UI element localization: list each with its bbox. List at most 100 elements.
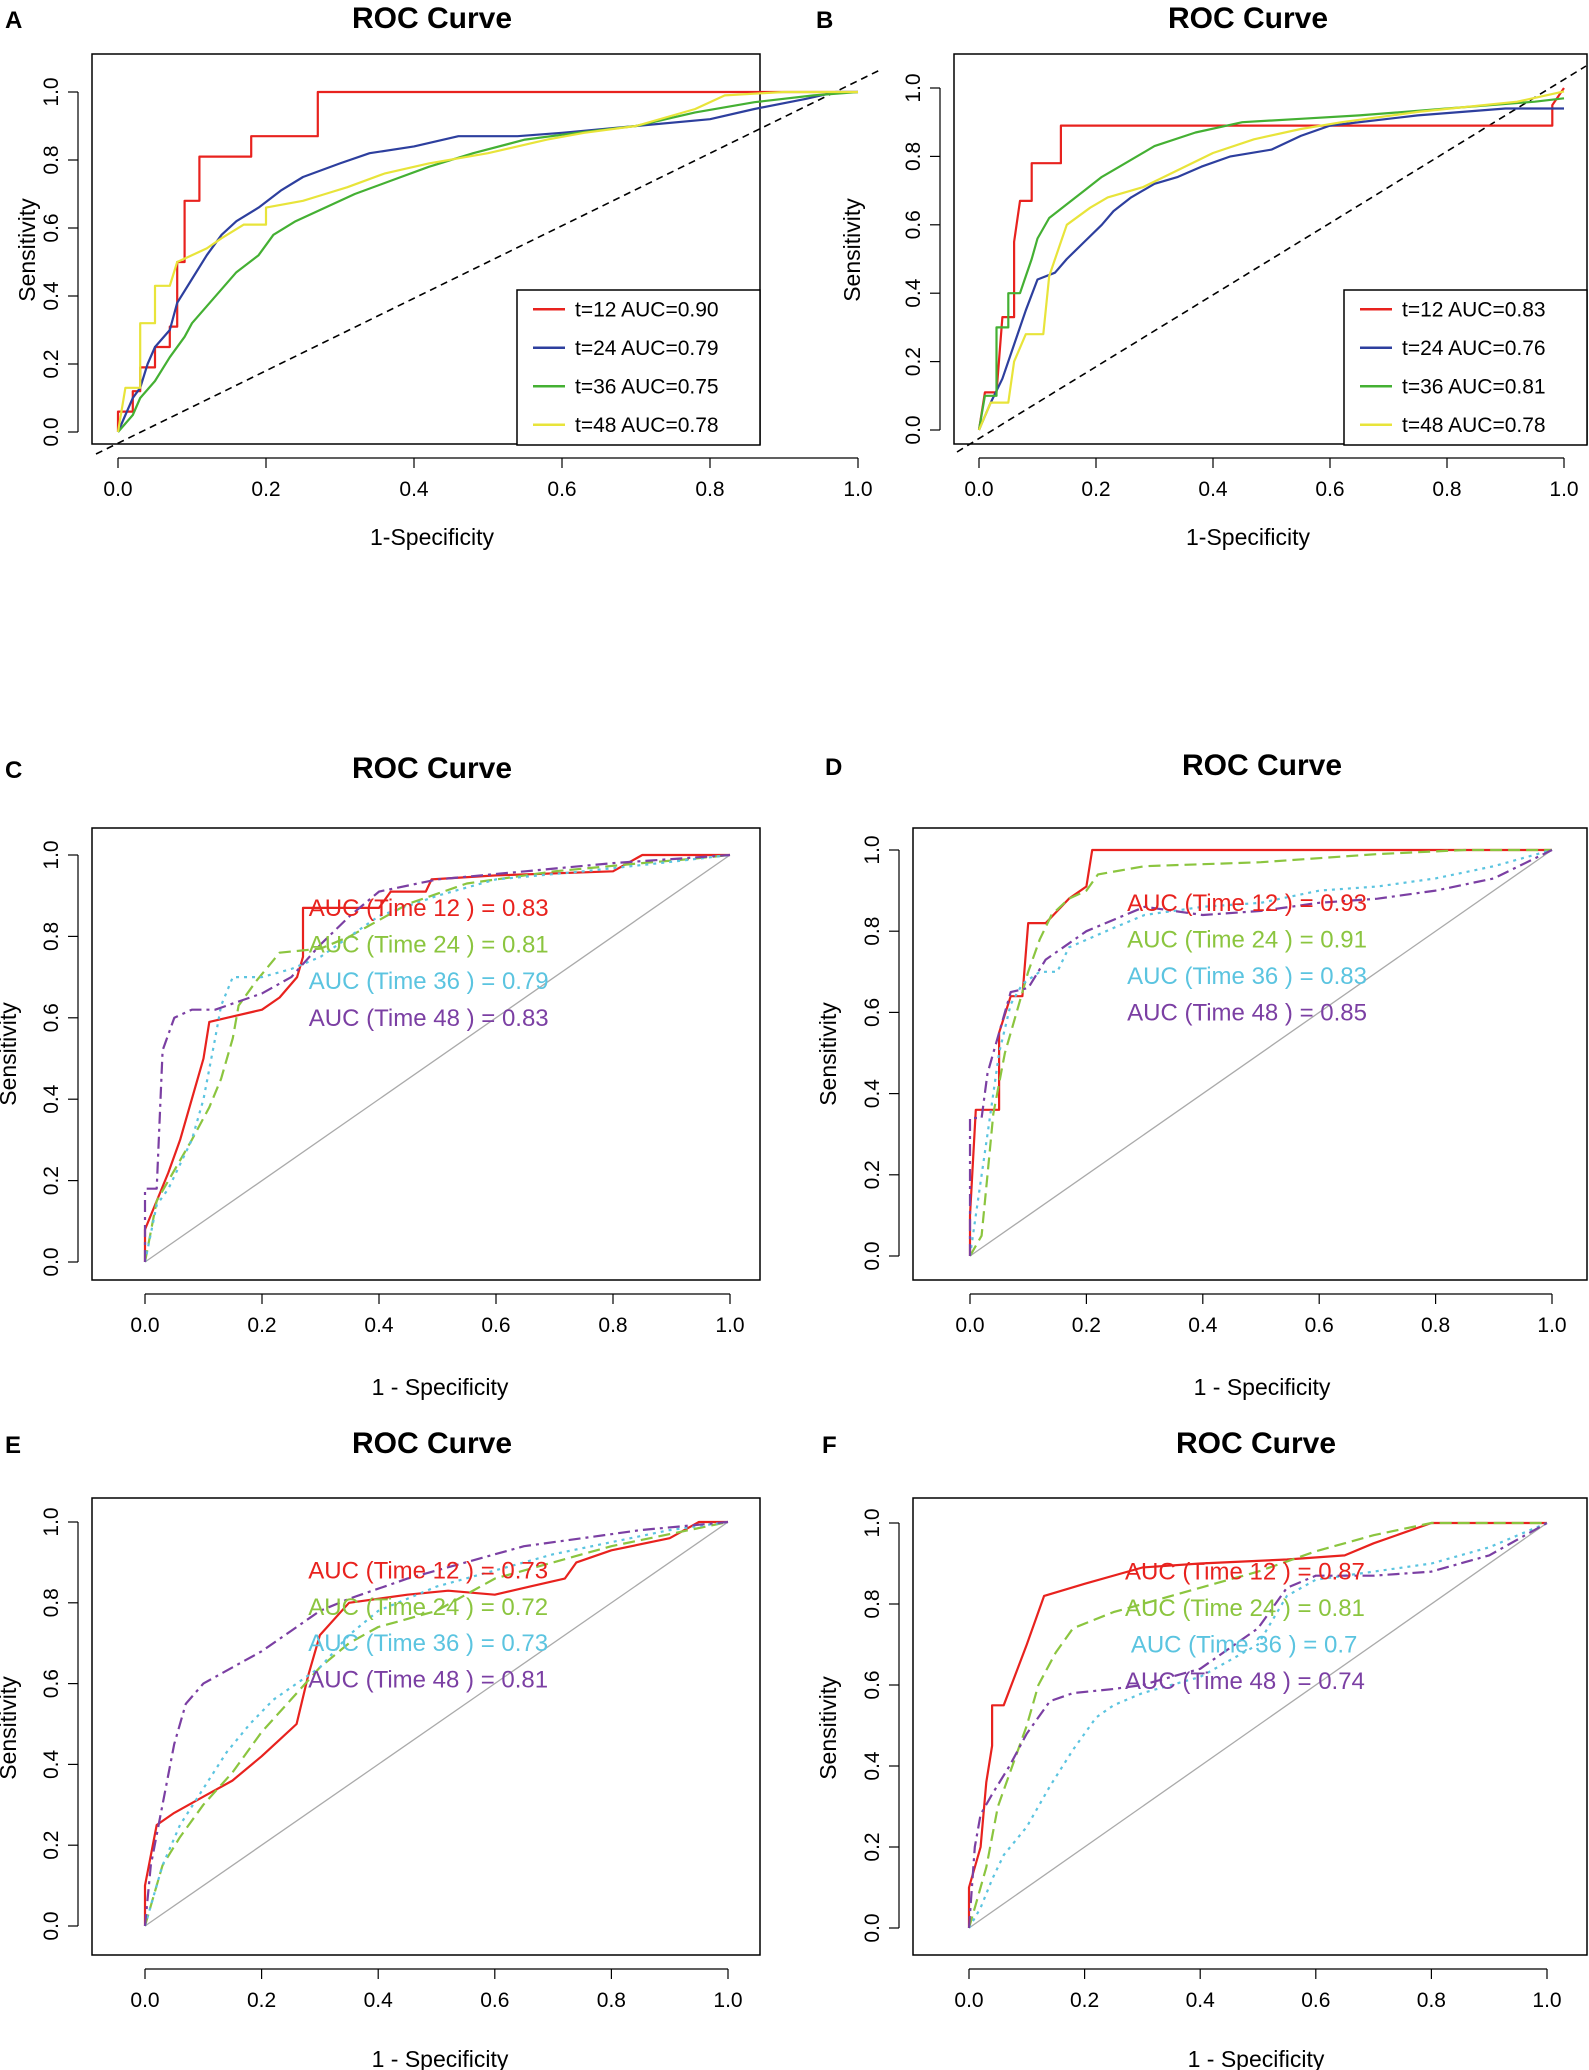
x-tick-label: 1.0 <box>1549 478 1578 501</box>
y-tick-label: 0.6 <box>40 1003 63 1032</box>
legend-label: t=48 AUC=0.78 <box>1402 414 1546 437</box>
legend-label: t=24 AUC=0.79 <box>575 337 719 360</box>
chart-panel-c: C ROC Curve 0.0 0.2 0.4 0.6 0.8 1.0 0.0 0.2 0.4 0.6… <box>0 752 761 1400</box>
x-axis-label: 1 - Specificity <box>1188 2046 1325 2070</box>
roc-line-t-36-auc-0-81 <box>977 97 1565 431</box>
roc-line-time-24 <box>967 1521 1547 1929</box>
y-axis-label: Sensitivity <box>0 1676 21 1780</box>
y-tick-label: 1.0 <box>861 1508 884 1537</box>
x-tick-label: 0.2 <box>1072 1314 1101 1337</box>
auc-annotation: AUC (Time 36 ) = 0.7 <box>1131 1632 1358 1659</box>
x-tick-label: 1.0 <box>713 1989 742 2012</box>
diagonal-reference-line <box>95 69 881 455</box>
legend-label: t=36 AUC=0.75 <box>575 375 719 398</box>
roc-line-time-24 <box>143 853 731 1263</box>
diagonal-reference-line <box>969 849 1553 1257</box>
x-tick-label: 0.4 <box>1186 1989 1216 2012</box>
auc-annotation: AUC (Time 24 ) = 0.81 <box>1125 1595 1365 1622</box>
x-axis-label: 1-Specificity <box>1186 524 1310 550</box>
auc-annotation: AUC (Time 24 ) = 0.81 <box>309 932 549 959</box>
y-tick-label: 0.6 <box>902 210 925 239</box>
auc-annotation: AUC (Time 36 ) = 0.79 <box>309 968 549 995</box>
y-tick-label: 1.0 <box>902 73 925 102</box>
roc-line-time-24 <box>969 848 1552 1257</box>
chart-title: ROC Curve <box>1182 749 1342 782</box>
y-tick-label: 0.8 <box>861 917 884 946</box>
y-axis-label: Sensitivity <box>815 1002 841 1106</box>
x-tick-label: 0.6 <box>1301 1989 1330 2012</box>
roc-line-time-48 <box>143 1520 729 1927</box>
y-tick-label: 1.0 <box>40 77 63 106</box>
legend-label: t=48 AUC=0.78 <box>575 414 719 437</box>
chart-panel-b: B ROC Curve 0.0 0.2 0.4 0.6 0.8 1.0 0.0 0.2 0.4 0.6… <box>816 2 1588 550</box>
legend-label: t=36 AUC=0.81 <box>1402 375 1546 398</box>
x-tick-label: 0.2 <box>247 1314 276 1337</box>
x-tick-label: 0.4 <box>399 478 429 501</box>
y-tick-label: 0.2 <box>40 349 63 378</box>
y-tick-label: 0.4 <box>861 1751 884 1781</box>
roc-line-t-12-auc-0-83 <box>977 87 1565 431</box>
roc-line-time-36 <box>143 853 731 1263</box>
x-tick-label: 0.6 <box>547 478 576 501</box>
y-tick-label: 0.0 <box>40 1911 63 1940</box>
panel-letter: F <box>822 1432 837 1459</box>
x-axis-label: 1-Specificity <box>370 524 494 550</box>
y-tick-label: 0.4 <box>40 1084 63 1114</box>
y-tick-label: 0.4 <box>40 281 63 311</box>
chart-title: ROC Curve <box>1176 1427 1336 1460</box>
y-tick-label: 0.6 <box>40 213 63 242</box>
x-axis-label: 1 - Specificity <box>372 1374 509 1400</box>
roc-line-t-24-auc-0-79 <box>116 90 858 433</box>
roc-line-time-48 <box>968 849 1553 1256</box>
legend-label: t=12 AUC=0.90 <box>575 298 719 321</box>
roc-line-t-24-auc-0-76 <box>977 107 1564 431</box>
chart-panel-d: D ROC Curve 0.0 0.2 0.4 0.6 0.8 1.0 0.0 0.2 0.4 0.6… <box>815 749 1588 1400</box>
roc-line-t-48-auc-0-78 <box>977 90 1565 431</box>
auc-annotation: AUC (Time 12 ) = 0.73 <box>308 1557 548 1584</box>
x-tick-label: 1.0 <box>715 1314 744 1337</box>
diagonal-reference-line <box>144 854 731 1263</box>
y-tick-label: 0.0 <box>40 417 63 446</box>
x-tick-label: 0.0 <box>103 478 132 501</box>
x-tick-label: 0.6 <box>1305 1314 1334 1337</box>
x-tick-label: 0.2 <box>247 1989 276 2012</box>
auc-annotation: AUC (Time 12 ) = 0.83 <box>309 895 549 922</box>
chart-panel-a: A ROC Curve 0.0 0.2 0.4 0.6 0.8 1.0 0.0 0.2 0.4 0.6… <box>5 2 881 550</box>
panel-letter: B <box>816 7 833 34</box>
x-tick-label: 0.6 <box>481 1314 510 1337</box>
diagonal-reference-line <box>956 65 1587 453</box>
x-tick-label: 0.2 <box>251 478 280 501</box>
y-tick-label: 0.6 <box>40 1669 63 1698</box>
y-tick-label: 0.8 <box>40 922 63 951</box>
auc-annotation: AUC (Time 24 ) = 0.91 <box>1127 926 1367 953</box>
auc-annotation: AUC (Time 48 ) = 0.85 <box>1127 999 1367 1026</box>
x-tick-label: 0.2 <box>1070 1989 1099 2012</box>
x-tick-label: 0.0 <box>130 1314 159 1337</box>
plot-frame <box>91 53 761 445</box>
diagonal-reference-line <box>144 1521 729 1927</box>
x-tick-label: 0.4 <box>1188 1314 1218 1337</box>
x-axis-label: 1 - Specificity <box>372 2046 509 2070</box>
diagonal-reference-line <box>968 1522 1548 1929</box>
chart-panel-f: F ROC Curve 0.0 0.2 0.4 0.6 0.8 1.0 0.0 0.2 0.4 0.6… <box>815 1427 1588 2070</box>
y-tick-label: 0.2 <box>861 1832 884 1861</box>
roc-line-time-36 <box>143 1520 729 1927</box>
y-tick-label: 0.2 <box>861 1160 884 1189</box>
x-tick-label: 0.8 <box>598 1314 627 1337</box>
auc-annotation: AUC (Time 36 ) = 0.73 <box>308 1630 548 1657</box>
y-tick-label: 0.4 <box>902 278 925 308</box>
x-tick-label: 1.0 <box>1537 1314 1566 1337</box>
x-tick-label: 1.0 <box>1532 1989 1561 2012</box>
x-tick-label: 0.0 <box>130 1989 159 2012</box>
y-tick-label: 0.2 <box>902 347 925 376</box>
y-tick-label: 0.8 <box>40 145 63 174</box>
y-tick-label: 0.2 <box>40 1831 63 1860</box>
chart-title: ROC Curve <box>352 752 512 785</box>
legend-label: t=12 AUC=0.83 <box>1402 298 1546 321</box>
y-tick-label: 1.0 <box>40 840 63 869</box>
panel-letter: A <box>5 7 22 34</box>
roc-line-time-48 <box>967 1522 1548 1929</box>
x-tick-label: 0.4 <box>364 1314 394 1337</box>
x-tick-label: 0.8 <box>1432 478 1461 501</box>
panel-letter: C <box>5 757 22 784</box>
